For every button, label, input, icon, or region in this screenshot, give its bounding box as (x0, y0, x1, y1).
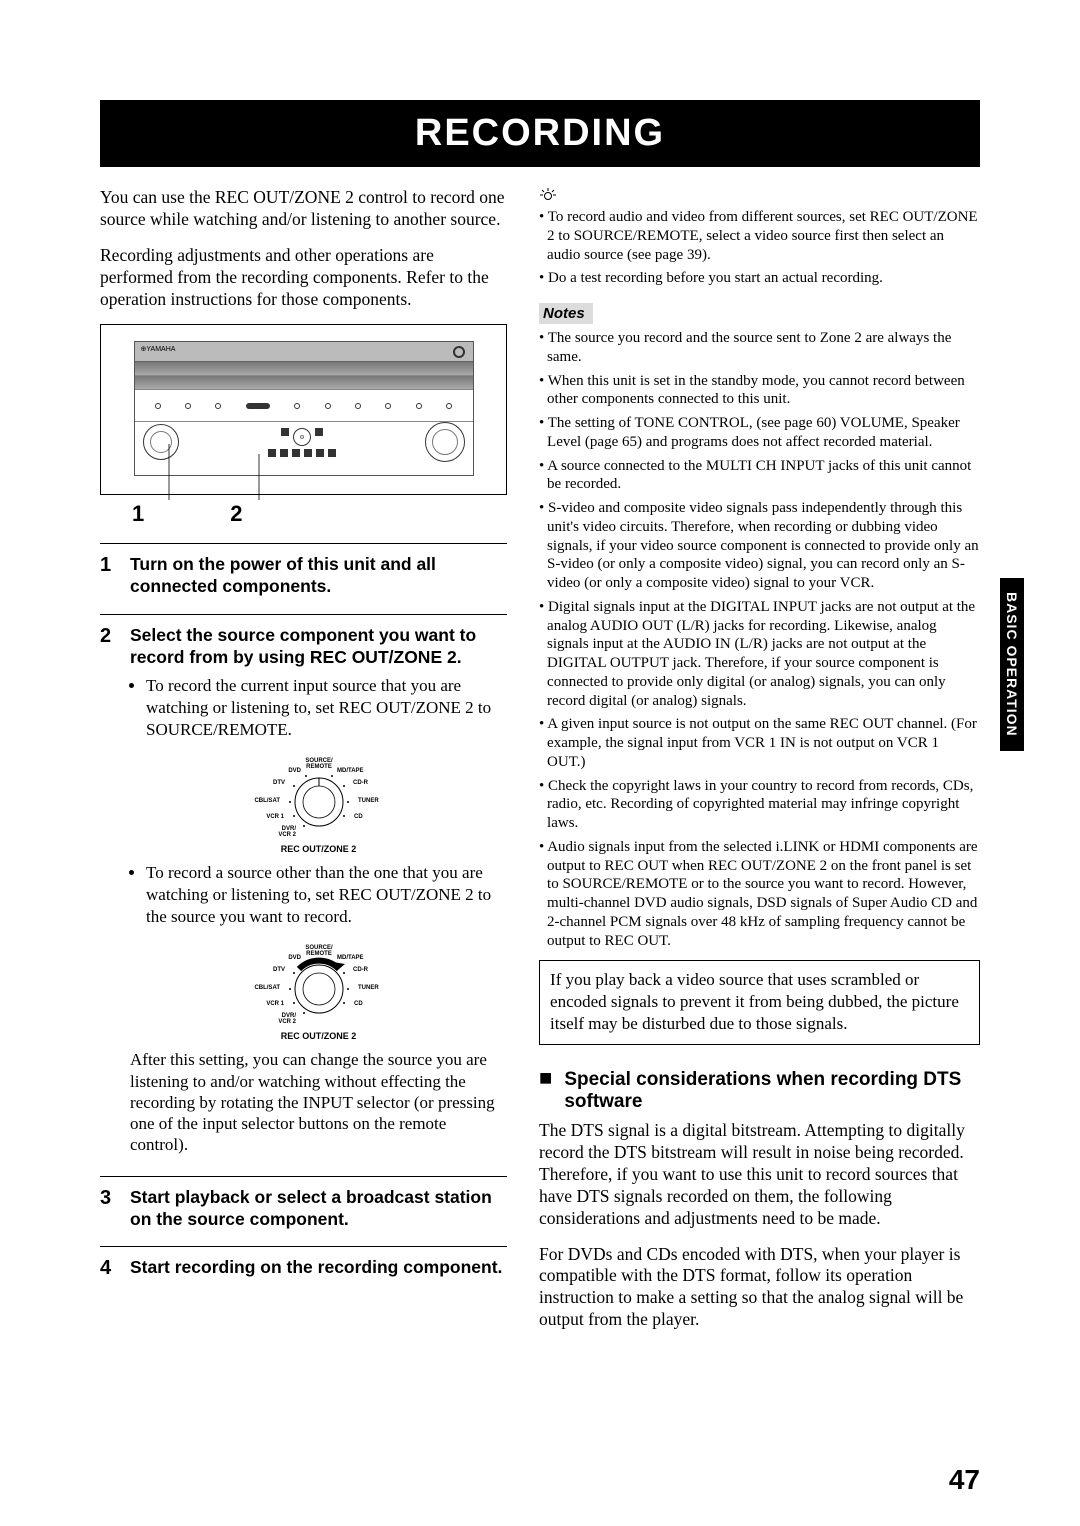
left-column: You can use the REC OUT/ZONE 2 control t… (100, 187, 507, 1345)
callout-2: 2 (230, 501, 242, 527)
square-bullet-icon: ■ (539, 1067, 552, 1089)
note-item: S-video and composite video signals pass… (539, 499, 980, 593)
svg-text:DTV: DTV (273, 967, 285, 973)
receiver-illustration: ⊕YAMAHA (134, 341, 474, 476)
svg-text:REMOTE: REMOTE (306, 951, 332, 957)
svg-text:VCR 1: VCR 1 (266, 814, 284, 820)
step-4: 4 Start recording on the recording compo… (100, 1257, 507, 1280)
tip-item: To record audio and video from different… (539, 208, 980, 264)
receiver-diagram: ⊕YAMAHA (100, 324, 507, 495)
svg-text:MD/TAPE: MD/TAPE (337, 768, 364, 774)
page-title: RECORDING (415, 112, 665, 154)
svg-text:VCR 2: VCR 2 (278, 1019, 296, 1025)
step-3: 3 Start playback or select a broadcast s… (100, 1187, 507, 1231)
step-1: 1 Turn on the power of this unit and all… (100, 554, 507, 598)
svg-text:TUNER: TUNER (358, 985, 379, 991)
divider (100, 614, 507, 615)
step-title: Start recording on the recording compone… (130, 1257, 507, 1279)
svg-text:MD/TAPE: MD/TAPE (337, 955, 364, 961)
step-title: Turn on the power of this unit and all c… (130, 554, 507, 598)
step-number: 4 (100, 1257, 120, 1280)
page-title-bar: RECORDING (100, 100, 980, 167)
rec-out-dial-figure-2: SOURCE/ REMOTE DVD MD/TAPE DTV CD-R CBL/… (130, 932, 507, 1041)
dts-heading-text: Special considerations when recording DT… (564, 1069, 980, 1115)
svg-text:DTV: DTV (273, 780, 285, 786)
svg-text:REMOTE: REMOTE (306, 764, 332, 770)
intro-paragraph-1: You can use the REC OUT/ZONE 2 control t… (100, 187, 507, 231)
step-2-after-text: After this setting, you can change the s… (130, 1049, 507, 1155)
note-item: Check the copyright laws in your country… (539, 777, 980, 833)
dts-heading: ■ Special considerations when recording … (539, 1067, 980, 1115)
divider (100, 1246, 507, 1247)
page-number: 47 (949, 1464, 980, 1496)
rec-out-dial-figure-1: SOURCE/ REMOTE DVD MD/TAPE DTV CD-R CBL/… (130, 745, 507, 854)
note-item: The setting of TONE CONTROL, (see page 6… (539, 414, 980, 452)
divider (100, 543, 507, 544)
tip-icon (539, 187, 980, 206)
section-tab: BASIC OPERATION (1000, 578, 1024, 751)
tips-list: To record audio and video from different… (539, 208, 980, 288)
note-item: When this unit is set in the standby mod… (539, 372, 980, 410)
note-item: The source you record and the source sen… (539, 329, 980, 367)
content-columns: You can use the REC OUT/ZONE 2 control t… (100, 187, 980, 1345)
right-column: To record audio and video from different… (539, 187, 980, 1345)
svg-text:DVD: DVD (288, 955, 301, 961)
note-item: Audio signals input from the selected i.… (539, 838, 980, 951)
note-item: Digital signals input at the DIGITAL INP… (539, 598, 980, 711)
tip-item: Do a test recording before you start an … (539, 269, 980, 288)
svg-text:CD-R: CD-R (353, 967, 369, 973)
step-2-bullet-1: To record the current input source that … (146, 675, 507, 741)
diagram-callouts: 1 2 (100, 501, 507, 527)
svg-text:VCR 1: VCR 1 (266, 1001, 284, 1007)
warning-box: If you play back a video source that use… (539, 960, 980, 1044)
step-title: Start playback or select a broadcast sta… (130, 1187, 507, 1231)
svg-text:CBL/SAT: CBL/SAT (254, 985, 280, 991)
notes-list: The source you record and the source sen… (539, 329, 980, 950)
notes-header: Notes (539, 303, 593, 324)
note-item: A source connected to the MULTI CH INPUT… (539, 457, 980, 495)
intro-paragraph-2: Recording adjustments and other operatio… (100, 245, 507, 311)
divider (100, 1176, 507, 1177)
svg-text:TUNER: TUNER (358, 798, 379, 804)
svg-text:DVD: DVD (288, 768, 301, 774)
dts-paragraph-2: For DVDs and CDs encoded with DTS, when … (539, 1244, 980, 1332)
svg-text:CBL/SAT: CBL/SAT (254, 798, 280, 804)
step-number: 1 (100, 554, 120, 598)
callout-1: 1 (132, 501, 144, 527)
step-number: 2 (100, 625, 120, 1160)
step-2: 2 Select the source component you want t… (100, 625, 507, 1160)
dts-paragraph-1: The DTS signal is a digital bitstream. A… (539, 1120, 980, 1229)
svg-text:VCR 2: VCR 2 (278, 832, 296, 838)
step-number: 3 (100, 1187, 120, 1231)
dial-caption: REC OUT/ZONE 2 (130, 1031, 507, 1041)
note-item: A given input source is not output on th… (539, 715, 980, 771)
step-title: Select the source component you want to … (130, 625, 507, 669)
svg-text:CD: CD (354, 814, 363, 820)
step-2-bullet-2: To record a source other than the one th… (146, 862, 507, 928)
svg-text:CD-R: CD-R (353, 780, 369, 786)
dial-caption: REC OUT/ZONE 2 (130, 844, 507, 854)
svg-text:CD: CD (354, 1001, 363, 1007)
